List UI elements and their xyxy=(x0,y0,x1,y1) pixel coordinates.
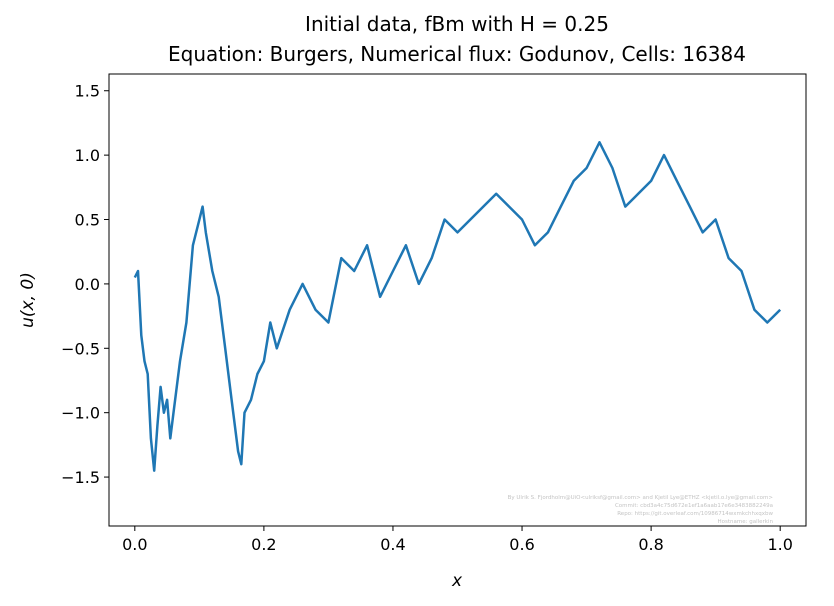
chart-title-line2: Equation: Burgers, Numerical flux: Godun… xyxy=(168,42,746,66)
x-axis-label: x xyxy=(451,571,463,591)
y-axis-label: u(x, 0) xyxy=(18,272,38,328)
plot-frame xyxy=(108,73,807,527)
chart-title-line1: Initial data, fBm with H = 0.25 xyxy=(305,12,609,36)
x-tick-label: 0.6 xyxy=(509,535,534,554)
x-tick-label: 0.2 xyxy=(251,535,276,554)
y-tick-label: −1.5 xyxy=(61,468,100,487)
credit-line-2: Commit: cbd3a4c75d672e1ef1a6aab17e6e3483… xyxy=(615,503,773,509)
y-tick-label: 1.0 xyxy=(75,146,100,165)
credit-line-3: Repo: https://git.overleaf.com/10986714w… xyxy=(617,511,773,517)
credit-text: By Ulrik S. Fjordholm@UiO<ulriksf@gmail.… xyxy=(508,495,774,525)
credit-line-4: Hostname: gallerkin xyxy=(718,519,774,525)
y-tick-label: 0.0 xyxy=(75,275,100,294)
y-tick-label: −1.0 xyxy=(61,404,100,423)
x-tick-label: 0.4 xyxy=(380,535,405,554)
y-tick-label: 1.5 xyxy=(75,82,100,101)
x-tick-label: 0.8 xyxy=(638,535,663,554)
y-tick-label: 0.5 xyxy=(75,211,100,230)
series-layer xyxy=(133,141,782,472)
y-tick-label: −0.5 xyxy=(61,339,100,358)
ticks-layer: 0.0 0.2 0.4 0.6 0.8 1.0 −1.5 −1.0 −0.5 0.0 0.5 1.0 1… xyxy=(61,82,793,554)
credit-line-1: By Ulrik S. Fjordholm@UiO<ulriksf@gmail.… xyxy=(508,495,774,501)
x-tick-label: 0.0 xyxy=(122,535,147,554)
series-line xyxy=(133,141,782,472)
x-tick-label: 1.0 xyxy=(767,535,792,554)
